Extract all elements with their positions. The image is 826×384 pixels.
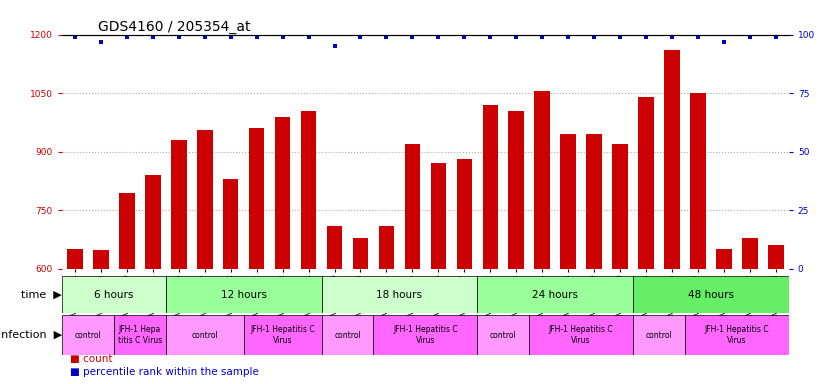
Bar xyxy=(223,179,239,269)
Text: control: control xyxy=(490,331,516,339)
Text: 18 hours: 18 hours xyxy=(377,290,422,300)
Text: control: control xyxy=(335,331,361,339)
Bar xyxy=(62,315,114,355)
Text: 6 hours: 6 hours xyxy=(94,290,134,300)
Text: infection  ▶: infection ▶ xyxy=(0,330,62,340)
Text: JFH-1 Hepatitis C
Virus: JFH-1 Hepatitis C Virus xyxy=(548,325,614,345)
Bar xyxy=(119,193,135,269)
Bar xyxy=(477,276,633,313)
Bar xyxy=(321,315,373,355)
Bar xyxy=(301,111,316,269)
Bar xyxy=(244,315,321,355)
Bar xyxy=(633,315,685,355)
Bar xyxy=(145,175,160,269)
Bar xyxy=(638,97,654,269)
Bar xyxy=(373,315,477,355)
Bar xyxy=(166,315,244,355)
Bar xyxy=(477,315,529,355)
Text: time  ▶: time ▶ xyxy=(21,290,62,300)
Bar xyxy=(685,315,789,355)
Bar xyxy=(742,238,757,269)
Bar xyxy=(249,128,264,269)
Bar xyxy=(430,164,446,269)
Bar xyxy=(321,276,477,313)
Bar xyxy=(560,134,576,269)
Text: 24 hours: 24 hours xyxy=(532,290,578,300)
Bar xyxy=(93,250,109,269)
Bar xyxy=(171,140,187,269)
Bar xyxy=(509,111,524,269)
Bar xyxy=(62,276,166,313)
Text: 12 hours: 12 hours xyxy=(221,290,267,300)
Bar xyxy=(166,276,321,313)
Bar xyxy=(534,91,550,269)
Text: JFH-1 Hepatitis C
Virus: JFH-1 Hepatitis C Virus xyxy=(393,325,458,345)
Text: GDS4160 / 205354_at: GDS4160 / 205354_at xyxy=(98,20,251,33)
Bar xyxy=(405,144,420,269)
Text: control: control xyxy=(74,331,102,339)
Bar xyxy=(114,315,166,355)
Text: ■ percentile rank within the sample: ■ percentile rank within the sample xyxy=(70,367,259,377)
Bar xyxy=(275,117,291,269)
Bar xyxy=(633,276,789,313)
Bar xyxy=(586,134,602,269)
Text: 48 hours: 48 hours xyxy=(688,290,734,300)
Bar xyxy=(197,130,212,269)
Text: JFH-1 Hepatitis C
Virus: JFH-1 Hepatitis C Virus xyxy=(250,325,315,345)
Text: control: control xyxy=(646,331,672,339)
Bar xyxy=(353,238,368,269)
Bar xyxy=(612,144,628,269)
Bar xyxy=(664,50,680,269)
Text: control: control xyxy=(192,331,218,339)
Text: ■ count: ■ count xyxy=(70,354,112,364)
Bar xyxy=(67,249,83,269)
Text: JFH-1 Hepa
titis C Virus: JFH-1 Hepa titis C Virus xyxy=(117,325,162,345)
Text: JFH-1 Hepatitis C
Virus: JFH-1 Hepatitis C Virus xyxy=(705,325,769,345)
Bar xyxy=(482,105,498,269)
Bar xyxy=(327,226,342,269)
Bar xyxy=(768,245,784,269)
Bar xyxy=(457,159,472,269)
Bar xyxy=(716,249,732,269)
Bar xyxy=(378,226,394,269)
Bar xyxy=(529,315,633,355)
Bar xyxy=(691,93,705,269)
